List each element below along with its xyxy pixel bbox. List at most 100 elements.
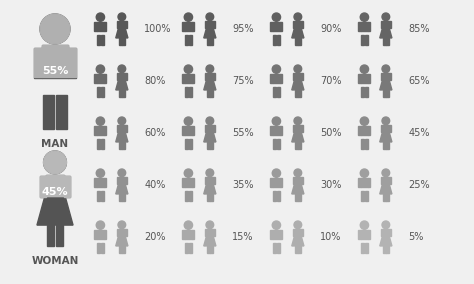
FancyBboxPatch shape [94,178,97,187]
FancyBboxPatch shape [119,142,122,149]
FancyBboxPatch shape [301,125,303,132]
FancyBboxPatch shape [383,125,389,131]
FancyBboxPatch shape [117,229,119,236]
FancyBboxPatch shape [386,90,389,97]
Text: 80%: 80% [144,76,165,86]
FancyBboxPatch shape [205,125,207,132]
Circle shape [206,117,214,125]
FancyBboxPatch shape [94,74,97,83]
FancyBboxPatch shape [104,126,106,135]
Circle shape [382,221,390,229]
Text: 45%: 45% [42,187,68,197]
Circle shape [360,169,369,177]
FancyBboxPatch shape [381,229,383,236]
Text: 65%: 65% [408,76,430,86]
FancyBboxPatch shape [182,126,185,135]
FancyBboxPatch shape [280,230,283,239]
FancyBboxPatch shape [100,87,104,97]
FancyBboxPatch shape [295,90,298,97]
Circle shape [360,221,369,229]
FancyBboxPatch shape [273,74,280,83]
FancyBboxPatch shape [277,87,280,97]
FancyBboxPatch shape [295,246,298,253]
FancyBboxPatch shape [273,87,276,97]
FancyBboxPatch shape [100,191,104,201]
FancyBboxPatch shape [100,139,104,149]
FancyBboxPatch shape [358,230,361,239]
Circle shape [272,221,281,229]
FancyBboxPatch shape [97,178,104,187]
Circle shape [118,221,126,229]
Polygon shape [204,235,216,246]
FancyBboxPatch shape [125,229,127,236]
FancyBboxPatch shape [100,243,104,253]
FancyBboxPatch shape [97,191,100,201]
FancyBboxPatch shape [185,22,192,31]
FancyBboxPatch shape [358,22,361,31]
FancyBboxPatch shape [365,87,368,97]
Circle shape [96,65,105,73]
FancyBboxPatch shape [273,139,276,149]
FancyBboxPatch shape [280,22,283,31]
FancyBboxPatch shape [361,74,368,83]
FancyBboxPatch shape [361,230,368,239]
Circle shape [382,13,390,21]
Circle shape [272,65,281,73]
FancyBboxPatch shape [386,194,389,201]
FancyBboxPatch shape [97,22,104,31]
FancyBboxPatch shape [213,125,215,132]
FancyBboxPatch shape [277,243,280,253]
FancyBboxPatch shape [185,87,188,97]
FancyBboxPatch shape [273,243,276,253]
FancyBboxPatch shape [383,246,386,253]
FancyBboxPatch shape [368,74,370,83]
FancyBboxPatch shape [210,194,213,201]
Polygon shape [204,131,216,142]
Polygon shape [292,80,304,90]
FancyBboxPatch shape [97,230,104,239]
FancyBboxPatch shape [271,178,273,187]
Polygon shape [37,194,73,225]
FancyBboxPatch shape [34,48,42,77]
Circle shape [184,221,192,229]
FancyBboxPatch shape [298,38,301,45]
FancyBboxPatch shape [383,38,386,45]
Circle shape [294,169,301,177]
FancyBboxPatch shape [386,38,389,45]
FancyBboxPatch shape [207,194,210,201]
Text: 95%: 95% [232,24,254,34]
FancyBboxPatch shape [368,230,370,239]
FancyBboxPatch shape [295,38,298,45]
FancyBboxPatch shape [189,191,191,201]
FancyBboxPatch shape [97,243,100,253]
FancyBboxPatch shape [125,125,127,132]
FancyBboxPatch shape [277,139,280,149]
FancyBboxPatch shape [119,177,125,183]
FancyBboxPatch shape [280,74,283,83]
FancyBboxPatch shape [56,225,64,246]
FancyBboxPatch shape [207,21,213,28]
FancyBboxPatch shape [189,87,191,97]
FancyBboxPatch shape [192,178,194,187]
FancyBboxPatch shape [182,22,185,31]
FancyBboxPatch shape [189,139,191,149]
FancyBboxPatch shape [271,22,273,31]
FancyBboxPatch shape [185,74,192,83]
Circle shape [184,169,192,177]
Circle shape [360,117,369,125]
FancyBboxPatch shape [213,21,215,28]
Circle shape [44,151,66,174]
FancyBboxPatch shape [277,191,280,201]
Circle shape [184,117,192,125]
FancyBboxPatch shape [361,243,364,253]
FancyBboxPatch shape [389,73,391,80]
FancyBboxPatch shape [273,191,276,201]
FancyBboxPatch shape [192,230,194,239]
Polygon shape [204,183,216,194]
FancyBboxPatch shape [43,95,54,129]
FancyBboxPatch shape [361,87,364,97]
FancyBboxPatch shape [42,45,68,77]
FancyBboxPatch shape [125,21,127,28]
FancyBboxPatch shape [301,178,303,184]
FancyBboxPatch shape [104,74,106,83]
